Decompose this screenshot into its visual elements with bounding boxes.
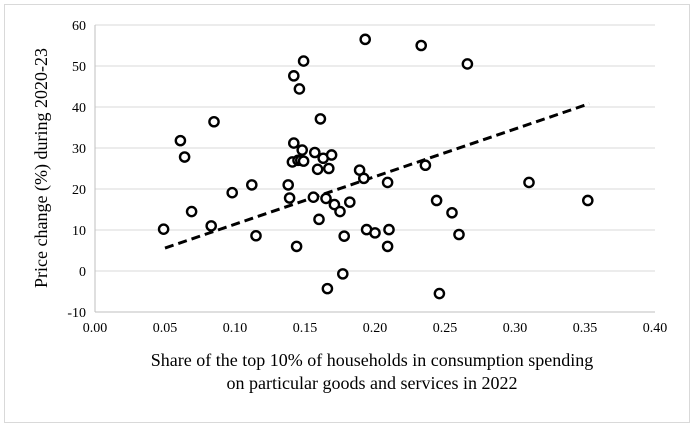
data-point <box>178 151 191 163</box>
data-point <box>290 240 303 253</box>
data-point <box>430 194 443 207</box>
x-tick-label: 0.00 <box>83 321 108 336</box>
data-point <box>283 192 296 204</box>
data-point <box>419 159 432 172</box>
y-tick-label: 40 <box>72 101 86 116</box>
y-axis-title: Price change (%) during 2020-23 <box>31 48 52 288</box>
data-point <box>282 179 295 191</box>
data-point <box>343 196 356 208</box>
data-point <box>185 205 198 218</box>
x-tick-label: 0.25 <box>433 321 458 336</box>
data-point <box>287 70 300 82</box>
data-point <box>453 228 465 241</box>
data-point <box>245 179 258 191</box>
y-tick-label: 20 <box>72 183 86 198</box>
x-tick-label: 0.05 <box>153 321 178 336</box>
x-tick-label: 0.30 <box>503 321 528 336</box>
data-points <box>157 33 594 300</box>
data-point <box>523 176 535 189</box>
data-point <box>296 144 309 156</box>
data-point <box>415 39 428 52</box>
y-tick-label: 10 <box>72 224 86 239</box>
trendline-layer <box>164 102 590 250</box>
data-point <box>250 229 262 242</box>
data-point <box>314 113 327 125</box>
data-point <box>338 230 351 242</box>
data-point <box>383 223 395 236</box>
data-point <box>297 155 310 167</box>
data-point <box>381 240 394 253</box>
data-point <box>322 162 335 175</box>
data-point <box>433 287 446 300</box>
data-point <box>336 268 349 280</box>
data-point <box>174 134 187 147</box>
data-point <box>307 191 320 203</box>
data-point <box>205 220 217 232</box>
x-tick-label: 0.15 <box>293 321 318 336</box>
data-point <box>446 206 458 219</box>
y-tick-labels: -10 0 10 20 30 40 50 60 <box>67 19 86 321</box>
x-tick-label: 0.10 <box>223 321 248 336</box>
y-tick-label: 50 <box>72 60 86 75</box>
axes <box>94 25 655 313</box>
data-point <box>287 137 300 149</box>
chart-frame <box>4 4 690 423</box>
x-tick-label: 0.40 <box>643 321 668 336</box>
data-point <box>313 213 325 226</box>
x-tick-label: 0.35 <box>573 321 598 336</box>
x-axis-title-line-2: on particular goods and services in 2022 <box>227 373 518 393</box>
data-point <box>293 83 306 95</box>
trendline <box>164 102 590 250</box>
data-point <box>208 115 220 128</box>
data-point <box>308 146 321 159</box>
data-point <box>381 176 394 189</box>
data-point <box>320 192 332 205</box>
data-point <box>357 172 370 185</box>
data-point <box>325 149 338 161</box>
data-point <box>369 227 381 239</box>
y-tick-label: 0 <box>79 265 86 280</box>
y-tick-label: 60 <box>72 19 86 34</box>
data-point <box>334 205 346 218</box>
grid-lines <box>95 24 655 313</box>
data-point <box>297 55 310 67</box>
data-point <box>157 223 170 235</box>
data-point <box>311 163 324 176</box>
x-tick-labels: 0.00 0.05 0.10 0.15 0.20 0.25 0.30 0.35 0.40 <box>83 321 668 336</box>
x-axis-title-line-1: Share of the top 10% of households in co… <box>151 350 593 370</box>
data-point <box>582 194 594 207</box>
data-point <box>461 58 474 70</box>
data-point <box>226 186 238 199</box>
y-tick-label: -10 <box>67 306 86 321</box>
data-point <box>359 33 372 46</box>
y-tick-label: 30 <box>72 142 86 157</box>
x-tick-label: 0.20 <box>363 321 388 336</box>
data-point <box>321 282 334 295</box>
